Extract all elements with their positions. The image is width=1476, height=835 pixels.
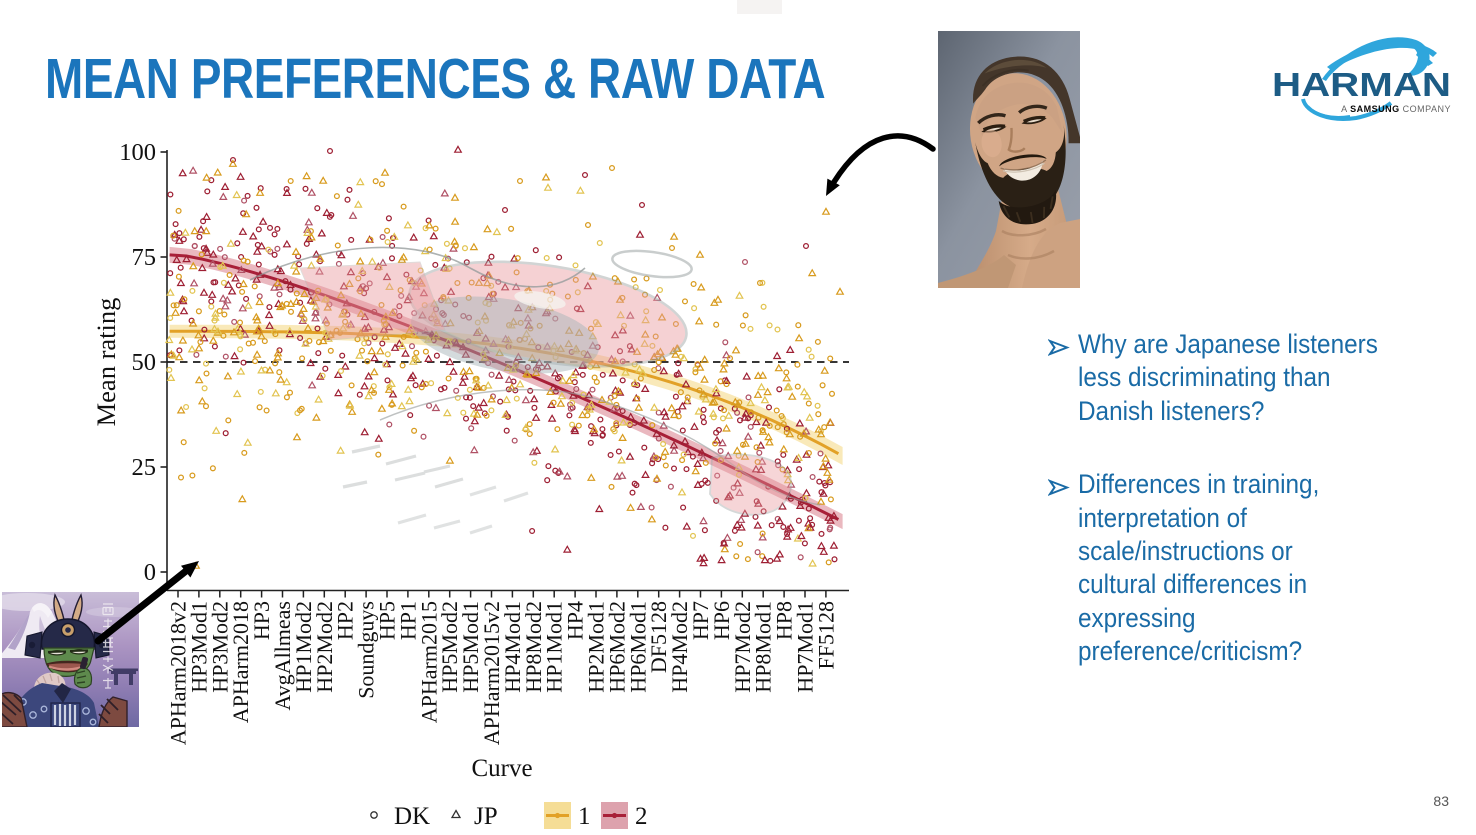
svg-text:AvgAllmeas: AvgAllmeas bbox=[270, 601, 295, 711]
svg-text:HP2Mod2: HP2Mod2 bbox=[312, 601, 337, 693]
svg-text:HP7Mod1: HP7Mod1 bbox=[793, 601, 818, 693]
svg-text:HP8: HP8 bbox=[772, 601, 797, 640]
svg-text:100: 100 bbox=[119, 139, 156, 166]
svg-text:HARMAN: HARMAN bbox=[1272, 67, 1451, 104]
svg-text:APHarm2018v2: APHarm2018v2 bbox=[166, 601, 191, 745]
svg-text:HP6Mod2: HP6Mod2 bbox=[604, 601, 629, 693]
svg-text:HP5Mod2: HP5Mod2 bbox=[437, 601, 462, 693]
svg-text:HP4Mod1: HP4Mod1 bbox=[500, 601, 525, 693]
svg-text:Curve: Curve bbox=[471, 755, 532, 782]
svg-text:HP6Mod1: HP6Mod1 bbox=[625, 601, 650, 693]
svg-text:HP3Mod1: HP3Mod1 bbox=[186, 601, 211, 693]
svg-text:HP1Mod2: HP1Mod2 bbox=[291, 601, 316, 693]
svg-text:FF5128: FF5128 bbox=[813, 601, 838, 669]
svg-text:HP6: HP6 bbox=[709, 601, 734, 640]
svg-text:HP4: HP4 bbox=[563, 601, 588, 640]
svg-text:HP3Mod2: HP3Mod2 bbox=[207, 601, 232, 693]
svg-text:HP4Mod2: HP4Mod2 bbox=[667, 601, 692, 693]
svg-text:DF5128: DF5128 bbox=[646, 601, 671, 673]
svg-text:Mean rating: Mean rating bbox=[91, 298, 121, 427]
svg-text:75: 75 bbox=[132, 244, 157, 271]
svg-text:HP5: HP5 bbox=[375, 601, 400, 640]
svg-text:50: 50 bbox=[132, 349, 157, 376]
svg-text:HP1Mod1: HP1Mod1 bbox=[542, 601, 567, 693]
svg-text:A SAMSUNG COMPANY: A SAMSUNG COMPANY bbox=[1341, 104, 1451, 114]
svg-text:APHarm2015v2: APHarm2015v2 bbox=[479, 601, 504, 745]
svg-text:0: 0 bbox=[144, 559, 156, 586]
svg-text:APHarm2018: APHarm2018 bbox=[228, 601, 253, 723]
svg-text:HP2Mod1: HP2Mod1 bbox=[584, 601, 609, 693]
svg-text:HP7: HP7 bbox=[688, 601, 713, 640]
svg-text:2: 2 bbox=[635, 803, 648, 830]
svg-text:HP1: HP1 bbox=[395, 601, 420, 640]
svg-text:1: 1 bbox=[578, 803, 591, 830]
svg-text:HP3: HP3 bbox=[249, 601, 274, 640]
svg-text:JP: JP bbox=[474, 803, 498, 830]
svg-text:HP8Mod1: HP8Mod1 bbox=[751, 601, 776, 693]
svg-text:DK: DK bbox=[394, 803, 430, 830]
svg-text:HP7Mod2: HP7Mod2 bbox=[730, 601, 755, 693]
svg-text:APHarm2015: APHarm2015 bbox=[416, 601, 441, 723]
svg-text:HP2: HP2 bbox=[333, 601, 358, 640]
svg-text:25: 25 bbox=[132, 454, 157, 481]
svg-text:Soundguys: Soundguys bbox=[354, 601, 379, 699]
svg-text:HP8Mod2: HP8Mod2 bbox=[521, 601, 546, 693]
svg-text:HP5Mod1: HP5Mod1 bbox=[458, 601, 483, 693]
